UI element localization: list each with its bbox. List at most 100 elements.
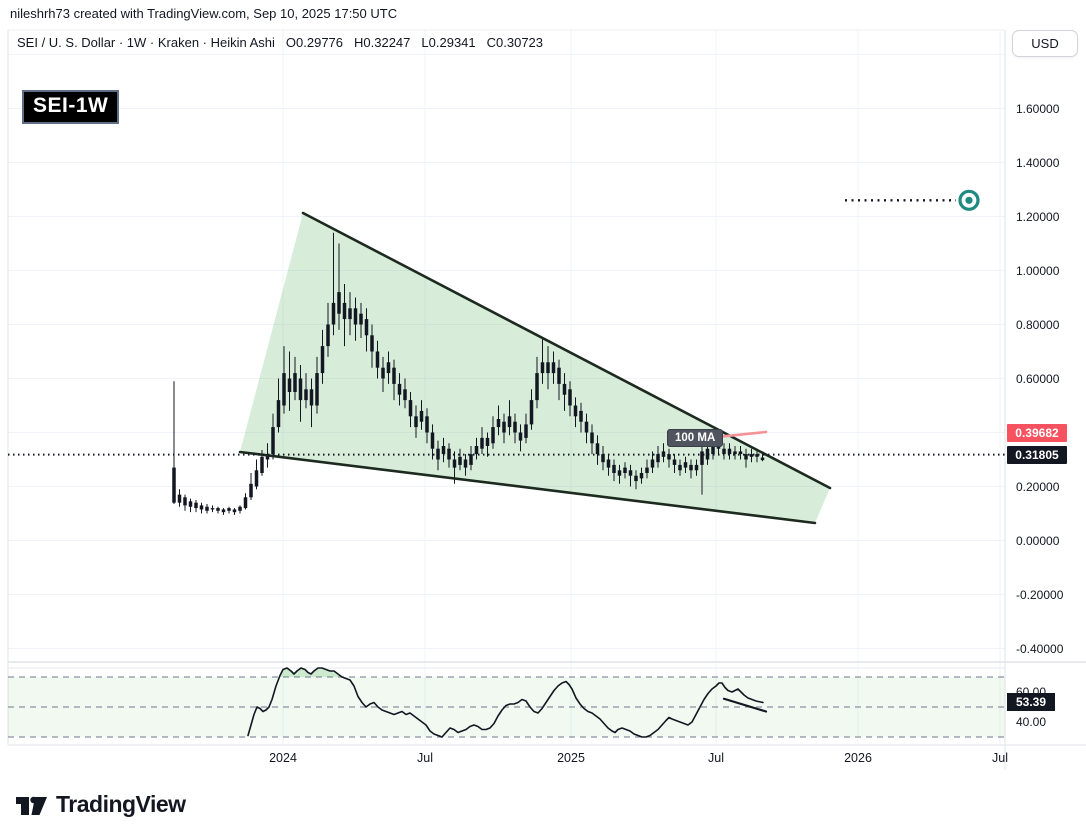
target-marker-dot[interactable] bbox=[965, 196, 973, 204]
candle-body bbox=[617, 470, 622, 476]
candle-body bbox=[711, 446, 715, 455]
candle-body bbox=[441, 446, 446, 455]
candle-body bbox=[584, 421, 589, 433]
price-tick-label: -0.40000 bbox=[1016, 641, 1064, 656]
symbol-description: SEI / U. S. Dollar · 1W · Kraken · Heiki… bbox=[17, 35, 275, 50]
tradingview-logo-text: TradingView bbox=[56, 790, 186, 817]
price-tick-label: 0.60000 bbox=[1016, 371, 1060, 386]
candle-body bbox=[562, 383, 567, 395]
wedge-upper-trendline[interactable] bbox=[301, 211, 832, 490]
candle-body bbox=[271, 427, 275, 455]
price-tick-label: 0.20000 bbox=[1016, 479, 1060, 494]
ma-indicator-label: 100 MA bbox=[667, 429, 724, 447]
candle-body bbox=[260, 456, 264, 473]
candle-body bbox=[683, 462, 688, 468]
candle-body bbox=[639, 473, 644, 479]
candle-body bbox=[722, 448, 726, 455]
candle-body bbox=[199, 505, 204, 510]
symbol-text-drawing[interactable]: SEI-1W bbox=[22, 90, 120, 124]
wedge-drawing-fill[interactable] bbox=[240, 213, 830, 523]
candle-body bbox=[678, 464, 682, 471]
symbol-legend: SEI / U. S. Dollar · 1W · Kraken · Heiki… bbox=[17, 35, 543, 50]
candle-body bbox=[452, 459, 457, 468]
candle-body bbox=[551, 362, 556, 374]
candle-body bbox=[727, 448, 732, 455]
candle-body bbox=[425, 416, 429, 433]
candle-body bbox=[656, 454, 660, 463]
rsi-trendline-drawing[interactable] bbox=[722, 697, 768, 713]
candle-body bbox=[210, 508, 215, 510]
candle-body bbox=[364, 319, 369, 336]
price-tick-label: 0.80000 bbox=[1016, 317, 1060, 332]
candle-body bbox=[513, 421, 517, 433]
price-tick-label: 1.20000 bbox=[1016, 209, 1060, 224]
candle-body bbox=[694, 464, 699, 471]
candle-body bbox=[491, 427, 495, 444]
candle-body bbox=[529, 400, 534, 425]
rsi-tick-label: 60.00 bbox=[1016, 685, 1047, 699]
candle-body bbox=[733, 451, 737, 455]
candle-body bbox=[408, 400, 413, 417]
candle-body bbox=[485, 437, 490, 446]
candle-body bbox=[595, 443, 600, 455]
candle-body bbox=[183, 497, 187, 506]
candle-body bbox=[227, 508, 231, 511]
candle-body bbox=[397, 383, 402, 395]
candle-body bbox=[689, 464, 693, 471]
candle-body bbox=[524, 424, 528, 438]
candle-body bbox=[755, 454, 759, 457]
candle-body bbox=[535, 373, 539, 401]
candle-body bbox=[337, 292, 341, 314]
candle-body bbox=[414, 416, 418, 428]
candle-body bbox=[309, 389, 314, 406]
candle-body bbox=[243, 497, 248, 509]
candle-body bbox=[326, 324, 330, 347]
candle-body bbox=[672, 459, 677, 465]
candle-body bbox=[590, 432, 594, 444]
time-tick-label: 2024 bbox=[269, 751, 297, 765]
candle-body bbox=[381, 367, 385, 379]
currency-toggle-button[interactable]: USD bbox=[1012, 30, 1078, 57]
candle-body bbox=[700, 451, 704, 465]
candle-body bbox=[254, 470, 259, 487]
candle-body bbox=[507, 416, 512, 428]
candle-body bbox=[331, 302, 336, 325]
candle-body bbox=[650, 459, 655, 468]
candle-body bbox=[463, 459, 468, 468]
rsi-tick-label: 40.00 bbox=[1016, 715, 1047, 729]
tradingview-logo: TradingView bbox=[14, 787, 186, 821]
rsi-line bbox=[247, 667, 764, 738]
candle-body bbox=[403, 389, 407, 401]
candle-body bbox=[265, 454, 270, 460]
candle-body bbox=[216, 508, 220, 511]
candle-body bbox=[353, 308, 358, 325]
candle-body bbox=[568, 389, 572, 406]
candle-body bbox=[188, 501, 193, 507]
candle-body bbox=[249, 483, 253, 498]
time-tick-label: Jul bbox=[417, 751, 433, 765]
tradingview-logo-icon bbox=[16, 796, 47, 815]
ohlc-close: C0.30723 bbox=[486, 35, 544, 50]
candle-body bbox=[282, 373, 286, 406]
candle-body bbox=[744, 454, 748, 460]
candle-body bbox=[667, 454, 671, 460]
candle-body bbox=[474, 446, 479, 455]
candle-body bbox=[287, 378, 292, 392]
candle-body bbox=[705, 448, 710, 460]
candle-body bbox=[359, 313, 363, 325]
candle-body bbox=[276, 400, 281, 428]
time-tick-label: Jul bbox=[992, 751, 1008, 765]
candle-body bbox=[177, 494, 182, 503]
time-tick-label: 2025 bbox=[557, 751, 585, 765]
candle-body bbox=[370, 335, 374, 352]
ohlc-low: L0.29341 bbox=[421, 35, 476, 50]
candle-body bbox=[172, 467, 176, 503]
candle-body bbox=[238, 506, 242, 511]
candle-body bbox=[392, 367, 396, 384]
ohlc-open: O0.29776 bbox=[285, 35, 344, 50]
wedge-lower-trendline[interactable] bbox=[238, 450, 817, 525]
candle-body bbox=[430, 432, 435, 449]
candle-body bbox=[557, 367, 561, 384]
candle-body bbox=[496, 419, 501, 428]
